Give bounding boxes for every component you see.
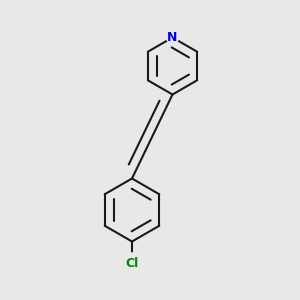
Circle shape [124, 253, 140, 268]
Text: Cl: Cl [125, 257, 139, 270]
Circle shape [167, 32, 178, 44]
Text: N: N [167, 31, 178, 44]
